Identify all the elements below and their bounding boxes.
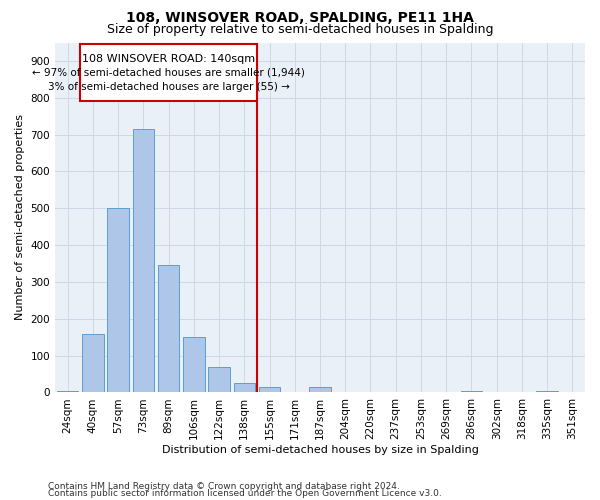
Bar: [57, 390, 79, 392]
Text: 3% of semi-detached houses are larger (55) →: 3% of semi-detached houses are larger (5…: [47, 82, 290, 92]
Bar: [208, 366, 230, 392]
Text: Size of property relative to semi-detached houses in Spalding: Size of property relative to semi-detach…: [107, 22, 493, 36]
Text: 108 WINSOVER ROAD: 140sqm: 108 WINSOVER ROAD: 140sqm: [82, 54, 255, 64]
Bar: [107, 208, 129, 392]
Text: ← 97% of semi-detached houses are smaller (1,944): ← 97% of semi-detached houses are smalle…: [32, 68, 305, 78]
Bar: [158, 266, 179, 392]
Text: 108, WINSOVER ROAD, SPALDING, PE11 1HA: 108, WINSOVER ROAD, SPALDING, PE11 1HA: [126, 11, 474, 25]
Y-axis label: Number of semi-detached properties: Number of semi-detached properties: [15, 114, 25, 320]
Bar: [536, 390, 558, 392]
Bar: [183, 337, 205, 392]
Bar: [461, 390, 482, 392]
Bar: [309, 387, 331, 392]
FancyBboxPatch shape: [80, 44, 257, 102]
Bar: [133, 129, 154, 392]
Bar: [233, 383, 255, 392]
Bar: [259, 387, 280, 392]
Text: Contains HM Land Registry data © Crown copyright and database right 2024.: Contains HM Land Registry data © Crown c…: [48, 482, 400, 491]
Text: Contains public sector information licensed under the Open Government Licence v3: Contains public sector information licen…: [48, 489, 442, 498]
Bar: [82, 334, 104, 392]
X-axis label: Distribution of semi-detached houses by size in Spalding: Distribution of semi-detached houses by …: [161, 445, 478, 455]
